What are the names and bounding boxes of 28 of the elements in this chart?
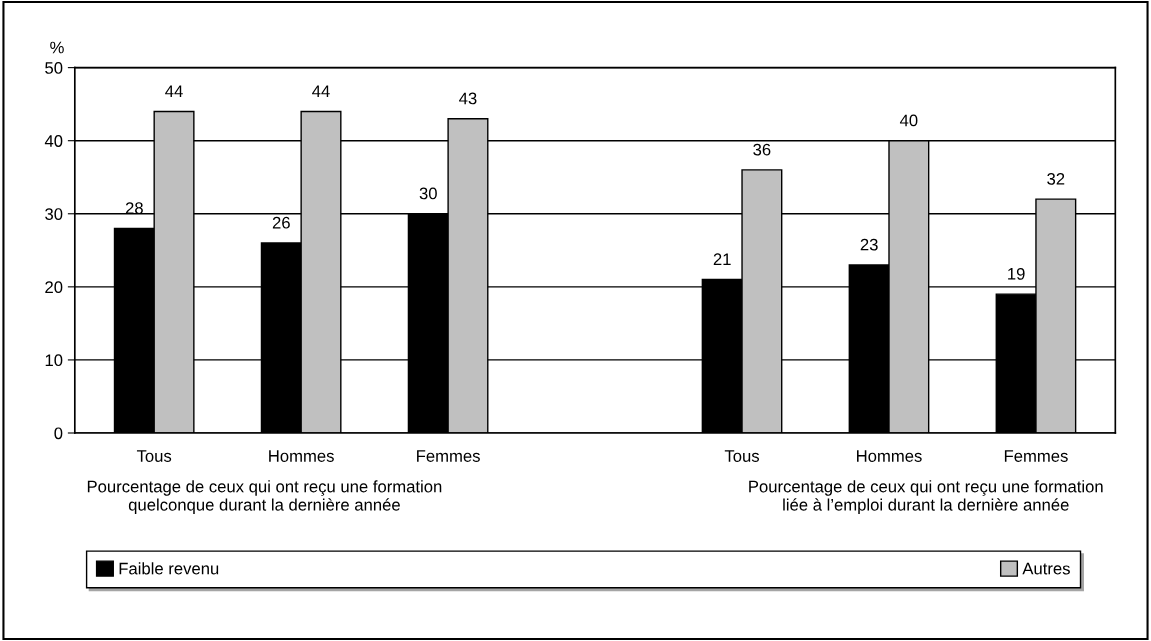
y-tick-label: 0	[54, 427, 63, 440]
x-tick-label: Femmes	[1004, 450, 1068, 462]
data-label: 44	[312, 85, 330, 97]
y-axis-title: %	[50, 41, 64, 54]
x-tick-label: Tous	[724, 450, 760, 462]
y-tick-label: 10	[45, 354, 63, 367]
data-label: 36	[753, 143, 771, 156]
data-label: 43	[459, 92, 477, 105]
x-tick-label: Femmes	[417, 450, 480, 462]
data-label: 26	[272, 216, 290, 229]
y-tick-label: 40	[44, 135, 63, 147]
data-label: 23	[860, 238, 878, 251]
data-label: 44	[165, 85, 183, 97]
legend-label: Faible revenu	[119, 562, 219, 575]
data-label: 40	[899, 114, 918, 127]
text: Pourcentage de ceux qui ont reçu une formation liée à l’emploi durant la dernière année	[749, 480, 1103, 515]
y-tick-label: 30	[45, 208, 63, 220]
x-tick-label: Tous	[136, 450, 172, 462]
y-tick-label: 20	[45, 281, 63, 294]
x-tick-label: Hommes	[857, 450, 922, 462]
legend-label: Autres	[1022, 562, 1070, 575]
data-label: 19	[1008, 267, 1025, 280]
text: Pourcentage de ceux qui ont reçu une formation quelconque durant la dernière année	[87, 480, 442, 515]
y-tick-label: 50	[45, 62, 63, 74]
x-tick-label: Hommes	[269, 450, 334, 462]
data-label: 30	[419, 187, 437, 200]
data-label: 32	[1047, 172, 1065, 185]
data-label: 21	[713, 253, 731, 265]
